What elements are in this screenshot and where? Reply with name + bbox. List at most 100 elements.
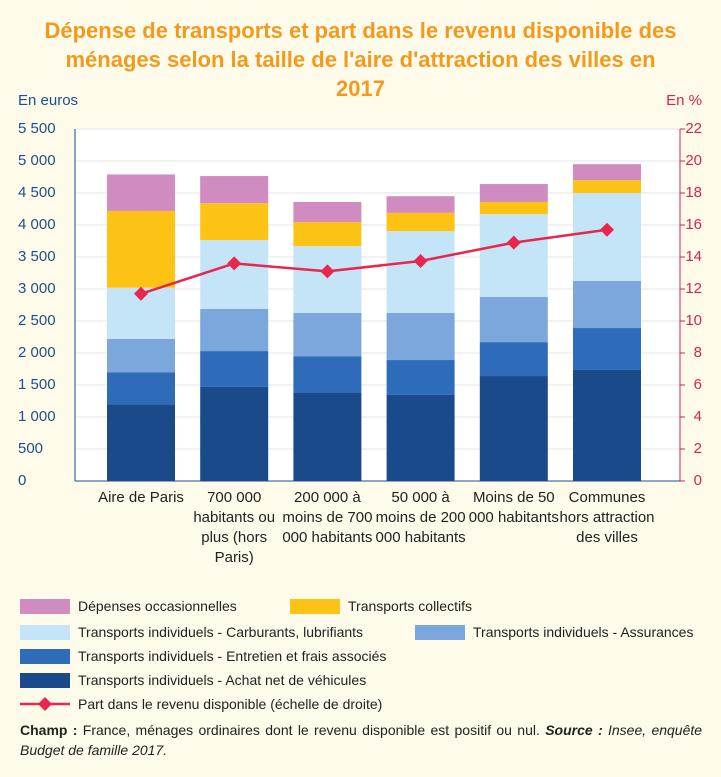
- line-marker: [600, 222, 614, 237]
- y-tick-label: 2 500: [18, 312, 56, 329]
- legend-label: Transports individuels - Carburants, lub…: [78, 624, 364, 640]
- champ-label: Champ :: [20, 722, 78, 738]
- bar-segment: [573, 193, 641, 281]
- legend-item: Transports individuels - Assurances: [415, 624, 693, 640]
- y-tick-label: 4 500: [18, 184, 56, 201]
- bar-segment: [107, 372, 175, 405]
- y-tick-label: 3 000: [18, 280, 56, 297]
- y2-tick-label: 14: [685, 248, 702, 265]
- bar-segment: [293, 313, 362, 357]
- bar-segment: [200, 176, 269, 204]
- bar-segment: [293, 356, 362, 393]
- x-tick-label: Moins de 50 000 habitants: [468, 489, 559, 526]
- y-tick-label: 2 000: [18, 344, 56, 361]
- legend-swatch: [415, 624, 465, 640]
- legend-item: Transports individuels - Achat net de vé…: [20, 672, 366, 688]
- y2-tick-label: 4: [694, 408, 702, 425]
- y-tick-label: 5 000: [18, 152, 56, 169]
- bar-segment: [479, 297, 548, 343]
- bar-segment: [479, 201, 548, 215]
- line-marker: [506, 235, 521, 250]
- line: [140, 228, 608, 295]
- legend-swatch: [20, 598, 70, 614]
- x-tick-label: 200 000 à moins de 700 000 habitants: [282, 489, 373, 546]
- y-tick-label: 3 500: [18, 248, 56, 265]
- bar-segment: [479, 376, 548, 481]
- bar-segment: [386, 231, 455, 313]
- bar-segment: [200, 308, 269, 352]
- bar-segment: [479, 184, 548, 202]
- bar-segment: [107, 210, 175, 288]
- x-tick-label: Aire de Paris: [98, 489, 184, 506]
- legend-swatch: [20, 648, 70, 664]
- y2-tick-label: 16: [685, 216, 702, 233]
- legend-label: Transports collectifs: [348, 598, 472, 614]
- legend-item: Transports individuels - Carburants, lub…: [20, 624, 363, 640]
- legend-label: Transports individuels - Entretien et fr…: [78, 648, 387, 664]
- y-tick-label: 0: [18, 472, 26, 489]
- bar-segment: [386, 196, 455, 213]
- bar-segment: [200, 240, 269, 309]
- bar-segment: [386, 212, 455, 232]
- y2-tick-label: 10: [685, 312, 702, 329]
- bar-segment: [479, 214, 548, 297]
- y2-tick-label: 8: [694, 344, 702, 361]
- legend-label: Transports individuels - Achat net de vé…: [78, 672, 367, 688]
- bar-segment: [573, 328, 641, 370]
- line-marker: [320, 264, 335, 279]
- legend-item: Dépenses occasionnelles: [20, 598, 237, 614]
- legend-item: Transports collectifs: [290, 598, 472, 614]
- bar-segment: [573, 369, 641, 481]
- legend-swatch: [20, 697, 70, 711]
- bar-segment: [107, 404, 175, 481]
- bar-segment: [107, 338, 175, 373]
- y2-tick-label: 20: [685, 152, 702, 169]
- bar-segment: [386, 360, 455, 395]
- champ-text: France, ménages ordinaires dont le reven…: [82, 722, 540, 738]
- y2-tick-label: 0: [694, 472, 702, 489]
- legend-label: Transports individuels - Assurances: [473, 624, 694, 640]
- legend-swatch: [290, 598, 340, 614]
- bar-segment: [293, 222, 362, 247]
- line-marker: [413, 254, 428, 268]
- bar-segment: [479, 342, 548, 377]
- legend-item: Part dans le revenu disponible (échelle …: [20, 696, 382, 712]
- footnote: Champ : France, ménages ordinaires dont …: [20, 720, 702, 760]
- source-text: Insee, enquête Budget de famille 2017.: [20, 722, 703, 758]
- y-tick-label: 5 500: [18, 120, 56, 137]
- y2-tick-label: 12: [685, 280, 702, 297]
- y-axis-label: En euros: [18, 92, 78, 109]
- legend-swatch: [20, 624, 70, 640]
- bar-segment: [293, 393, 362, 481]
- legend-item: Transports individuels - Entretien et fr…: [20, 648, 386, 664]
- legend-swatch: [20, 672, 70, 688]
- x-tick-label: 50 000 à moins de 200 000 habitants: [375, 489, 466, 546]
- x-tick-label: 700 000 habitants ou plus (hors Paris): [193, 489, 276, 566]
- source-label: Source :: [545, 722, 603, 738]
- y2-tick-label: 18: [685, 184, 702, 201]
- bar-segment: [573, 180, 641, 193]
- bar-segment: [293, 201, 362, 223]
- line-marker: [134, 286, 148, 301]
- y2-axis-label: En %: [666, 92, 702, 109]
- y-tick-label: 1 500: [18, 376, 56, 393]
- y2-tick-label: 6: [694, 376, 702, 393]
- bar-segment: [573, 164, 641, 181]
- bar-segment: [200, 351, 269, 387]
- legend-label: Part dans le revenu disponible (échelle …: [78, 696, 383, 712]
- bar-segment: [107, 174, 175, 211]
- y-tick-label: 4 000: [18, 216, 56, 233]
- bar-segment: [573, 281, 641, 329]
- chart-title: Dépense de transports et part dans le re…: [44, 18, 677, 101]
- bar-segment: [200, 203, 269, 241]
- bar-segment: [386, 313, 455, 361]
- y-tick-label: 1 000: [18, 408, 56, 425]
- legend-label: Dépenses occasionnelles: [78, 598, 237, 614]
- line-marker: [227, 256, 242, 271]
- bar-segment: [293, 246, 362, 313]
- y2-tick-label: 2: [694, 440, 702, 457]
- x-tick-label: Communes hors attraction des villes: [559, 489, 655, 546]
- y-tick-label: 500: [18, 440, 43, 457]
